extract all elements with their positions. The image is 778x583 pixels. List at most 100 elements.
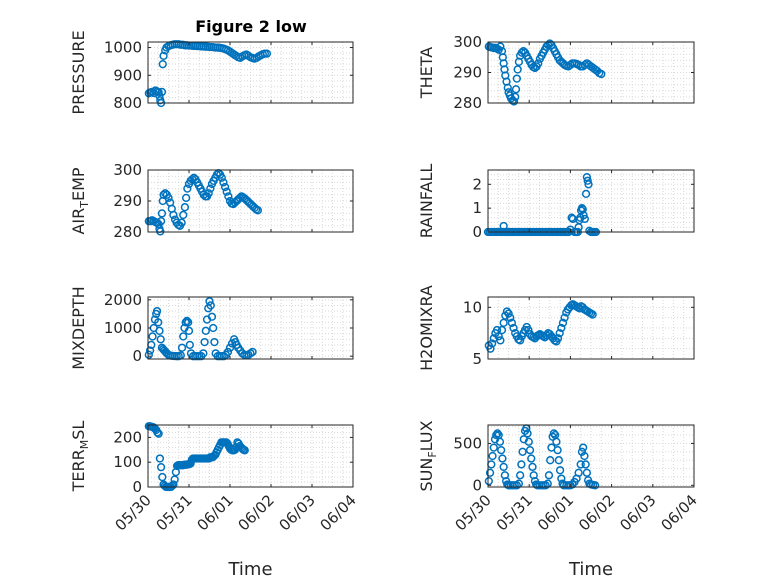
ytick-label-0-0: 800 xyxy=(113,94,142,112)
point-7-67 xyxy=(582,468,592,477)
ylabel-2: AIRTEMP xyxy=(69,167,91,234)
point-7-49 xyxy=(553,445,562,455)
point-6-10 xyxy=(156,463,166,472)
point-5-11 xyxy=(502,307,512,316)
point-6-20 xyxy=(169,480,178,489)
point-7-72 xyxy=(590,481,600,490)
point-6-7 xyxy=(153,428,162,437)
point-4-45 xyxy=(209,323,218,333)
ytick-label-1-1: 290 xyxy=(453,64,482,82)
point-4-28 xyxy=(184,318,193,327)
point-7-46 xyxy=(549,429,559,438)
point-7-48 xyxy=(552,437,561,446)
point-2-48 xyxy=(217,173,226,182)
point-4-53 xyxy=(223,347,233,357)
point-1-20 xyxy=(511,92,520,102)
ytick-label-2-1: 290 xyxy=(113,192,142,210)
point-7-61 xyxy=(574,468,583,477)
point-5-19 xyxy=(515,336,525,345)
point-3-62 xyxy=(578,205,587,214)
point-5-15 xyxy=(509,323,518,333)
ytick-label-7-1: 500 xyxy=(453,434,482,452)
point-4-46 xyxy=(210,337,219,347)
axes-frame-3 xyxy=(487,169,695,233)
point-0-12 xyxy=(159,51,168,61)
point-7-20 xyxy=(512,481,521,490)
point-7-40 xyxy=(541,481,550,490)
ytick-label-0-1: 900 xyxy=(113,66,142,84)
point-2-9 xyxy=(156,217,166,226)
point-4-43 xyxy=(206,301,215,310)
point-5-9 xyxy=(499,318,508,327)
point-2-8 xyxy=(156,227,165,236)
point-1-70 xyxy=(597,69,606,79)
ytick-label-5-0: 5 xyxy=(472,350,482,368)
point-3-64 xyxy=(580,214,589,224)
point-7-12 xyxy=(499,462,508,472)
point-7-65 xyxy=(580,451,589,461)
point-4-8 xyxy=(154,318,163,327)
point-7-30 xyxy=(525,445,535,455)
point-5-42 xyxy=(553,334,563,343)
ytick-label-1-0: 280 xyxy=(453,94,482,112)
point-4-0 xyxy=(144,350,153,359)
ytick-label-3-2: 2 xyxy=(472,175,482,193)
point-6-78 xyxy=(240,446,249,455)
subplot-air_temp: 280 290 300 AIRTEMP xyxy=(69,161,354,241)
point-3-52 xyxy=(567,213,576,222)
axes-frame-0 xyxy=(147,41,354,104)
point-6-21 xyxy=(170,475,179,484)
subplot-rainfall: 0 1 2 RAINFALL xyxy=(417,164,695,241)
ylabel-7: SUNFLUX xyxy=(417,420,439,491)
point-4-7 xyxy=(152,306,162,316)
ylabel-6: TERRMSL xyxy=(69,421,91,493)
point-7-29 xyxy=(524,437,533,446)
point-3-63 xyxy=(579,211,588,220)
axes-frame-5 xyxy=(487,296,695,360)
point-2-51 xyxy=(222,187,231,196)
point-5-14 xyxy=(507,318,517,327)
xlabel-6: Time xyxy=(227,559,272,580)
point-2-40 xyxy=(204,189,213,198)
point-4-3 xyxy=(148,332,157,341)
point-5-6 xyxy=(494,332,503,341)
point-3-65 xyxy=(581,189,591,199)
point-7-3 xyxy=(488,451,497,461)
point-0-63 xyxy=(262,49,272,58)
point-2-18 xyxy=(169,210,178,220)
point-5-13 xyxy=(506,313,515,322)
point-7-6 xyxy=(492,430,501,440)
point-3-68 xyxy=(584,180,593,189)
ylabel-1: THETA xyxy=(417,47,436,99)
ytick-label-3-0: 0 xyxy=(472,223,482,241)
point-5-1 xyxy=(486,344,495,353)
ytick-label-2-2: 300 xyxy=(113,161,142,179)
ytick-label-7-0: 0 xyxy=(472,476,482,494)
point-7-24 xyxy=(518,447,527,456)
point-7-32 xyxy=(528,462,537,472)
ytick-label-3-1: 1 xyxy=(472,199,482,217)
point-2-24 xyxy=(179,210,188,220)
subplot-h2omixra: 5 10 H2OMIXRA xyxy=(417,285,695,371)
ytick-label-4-1: 1000 xyxy=(104,319,142,337)
point-7-22 xyxy=(515,471,525,480)
point-1-36 xyxy=(534,59,543,68)
point-2-50 xyxy=(220,182,230,192)
subplot-pressure: 800 900 1000 PRESSURE xyxy=(69,30,354,115)
point-7-31 xyxy=(527,454,536,463)
ytick-label-0-2: 1000 xyxy=(104,39,142,57)
point-0-11 xyxy=(158,60,167,69)
point-7-11 xyxy=(498,454,507,463)
axes-frame-7 xyxy=(487,424,695,488)
ytick-label-6-0: 0 xyxy=(132,478,142,496)
point-4-27 xyxy=(182,316,192,326)
point-4-38 xyxy=(200,337,209,347)
point-7-28 xyxy=(523,429,532,438)
point-5-63 xyxy=(588,310,597,319)
point-1-21 xyxy=(511,85,521,94)
point-5-8 xyxy=(497,325,507,335)
point-7-50 xyxy=(554,456,564,465)
point-7-42 xyxy=(544,471,554,480)
subplot-theta: 280 290 300 THETA xyxy=(417,33,695,112)
point-4-26 xyxy=(181,318,190,327)
